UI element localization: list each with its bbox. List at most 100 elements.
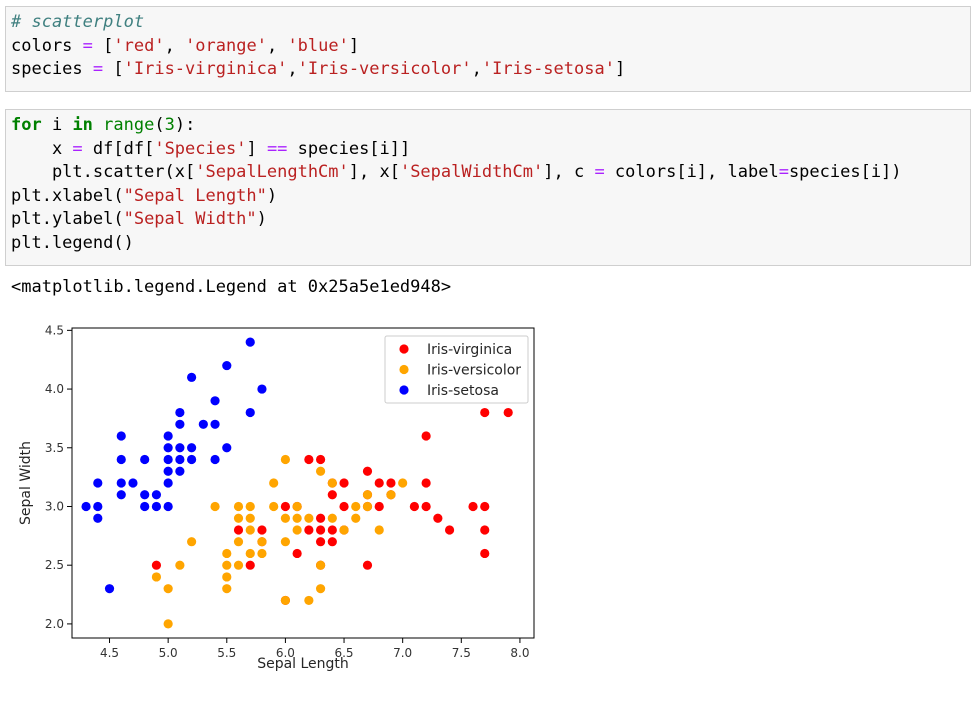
scatter-point — [140, 454, 150, 465]
scatter-point — [327, 513, 337, 523]
code-token: = — [92, 59, 104, 79]
scatter-point — [304, 454, 314, 465]
legend-entry-label: Iris-versicolor — [427, 363, 521, 379]
code-token: 'Iris-setosa' — [481, 59, 615, 79]
scatter-plot-output: 4.5 5.0 5.5 6.0 6.5 7.0 7.5 8.0 2.0 2.5 3.0 3.5 4.0… — [0, 318, 560, 692]
scatter-point — [292, 548, 302, 559]
scatter-point — [163, 466, 173, 476]
legend-marker — [399, 344, 409, 354]
scatter-point — [210, 396, 220, 406]
scatter-point — [304, 513, 314, 523]
scatter-point — [245, 560, 255, 570]
scatter-point — [292, 513, 302, 523]
code-token: species[i]) — [788, 162, 902, 182]
code-token: , — [471, 59, 482, 79]
scatter-point — [222, 443, 232, 453]
code-line: plt.scatter(x['SepalLengthCm'], x['Sepal… — [11, 161, 970, 185]
code-token: species[i]] — [287, 138, 411, 159]
scatter-point — [175, 419, 185, 429]
code-token: ] — [246, 138, 267, 159]
scatter-point — [222, 560, 232, 570]
scatter-point — [269, 501, 279, 512]
code-token: 'SepalLengthCm' — [195, 162, 349, 182]
code-editor[interactable]: for i in range(3): x = df[df['Species'] … — [11, 114, 970, 255]
code-line: for i in range(3): — [11, 114, 970, 138]
y-axis-ticks: 2.0 2.5 3.0 3.5 4.0 4.5 — [45, 323, 72, 631]
legend-marker — [399, 385, 409, 395]
scatter-point — [163, 443, 173, 453]
scatter-point — [245, 525, 255, 535]
code-token: species — [11, 59, 93, 79]
code-token: 'SepalWidthCm' — [399, 162, 544, 182]
scatter-point — [245, 501, 255, 512]
scatter-point — [280, 454, 291, 465]
chart-legend: Iris-virginica Iris-versicolor Iris-setosa — [384, 335, 529, 404]
code-token: ) — [266, 185, 278, 206]
code-token: plt.ylabel( — [11, 209, 124, 229]
scatter-point — [433, 513, 443, 523]
code-cell-2[interactable]: for i in range(3): x = df[df['Species'] … — [5, 109, 971, 266]
code-token: plt.xlabel( — [11, 185, 124, 206]
scatter-point — [374, 501, 384, 512]
scatter-point — [386, 478, 396, 488]
x-tick-label: 6.0 — [276, 646, 295, 660]
scatter-point — [280, 513, 291, 523]
scatter-point — [151, 490, 162, 500]
code-cell-1[interactable]: # scatterplot colors = ['red', 'orange', … — [5, 6, 971, 92]
scatter-point — [222, 584, 232, 594]
scatter-point — [292, 525, 302, 535]
code-token: = — [778, 162, 789, 182]
code-token: 'blue' — [287, 35, 349, 56]
scatter-point — [116, 490, 126, 500]
scatter-point — [233, 525, 244, 535]
code-line: species = ['Iris-virginica','Iris-versic… — [11, 58, 970, 82]
plot-frame — [71, 327, 535, 639]
scatter-point — [245, 513, 255, 523]
scatter-point — [468, 501, 478, 512]
x-axis-label: Sepal Length — [257, 656, 349, 672]
scatter-point — [198, 419, 208, 429]
code-token: plt.legend() — [11, 232, 134, 253]
scatter-point — [245, 548, 255, 559]
code-token: ] — [614, 59, 626, 79]
scatter-point — [222, 360, 232, 371]
scatter-point — [362, 501, 373, 512]
scatter-point — [93, 478, 103, 488]
scatter-point — [93, 513, 103, 523]
scatter-point — [280, 595, 291, 606]
scatter-point — [421, 501, 431, 512]
code-token: == — [266, 138, 288, 159]
code-token: plt.scatter(x[ — [11, 162, 196, 182]
scatter-point — [81, 501, 91, 512]
code-line: x = df[df['Species'] == species[i]] — [11, 138, 970, 162]
scatter-point — [374, 478, 384, 488]
scatter-point — [233, 513, 244, 523]
x-tick-label: 6.5 — [334, 646, 353, 660]
scatter-point — [374, 525, 384, 535]
scatter-point — [151, 560, 162, 570]
scatter-point — [362, 490, 373, 500]
scatter-point — [339, 525, 349, 535]
y-tick-label: 4.0 — [45, 382, 64, 396]
scatter-point — [280, 501, 291, 512]
x-tick-label: 7.5 — [452, 646, 471, 660]
scatter-point — [304, 525, 314, 535]
code-token: colors[i], label — [604, 162, 779, 182]
scatter-point — [480, 548, 490, 559]
code-token: ], c — [543, 162, 595, 182]
scatter-point — [222, 572, 232, 582]
scatter-point — [315, 525, 326, 535]
scatter-point — [362, 560, 373, 570]
scatter-point — [327, 537, 337, 547]
code-line: colors = ['red', 'orange', 'blue'] — [11, 35, 970, 59]
code-editor[interactable]: # scatterplot colors = ['red', 'orange', … — [11, 11, 970, 82]
scatter-point — [233, 537, 244, 547]
scatter-point — [140, 501, 150, 512]
y-tick-label: 2.5 — [45, 558, 64, 572]
code-line: plt.legend() — [11, 232, 970, 256]
scatter-point — [292, 501, 302, 512]
scatter-point — [163, 501, 173, 512]
scatter-point — [339, 501, 349, 512]
scatter-point — [362, 466, 373, 476]
code-line: # scatterplot — [11, 11, 970, 35]
